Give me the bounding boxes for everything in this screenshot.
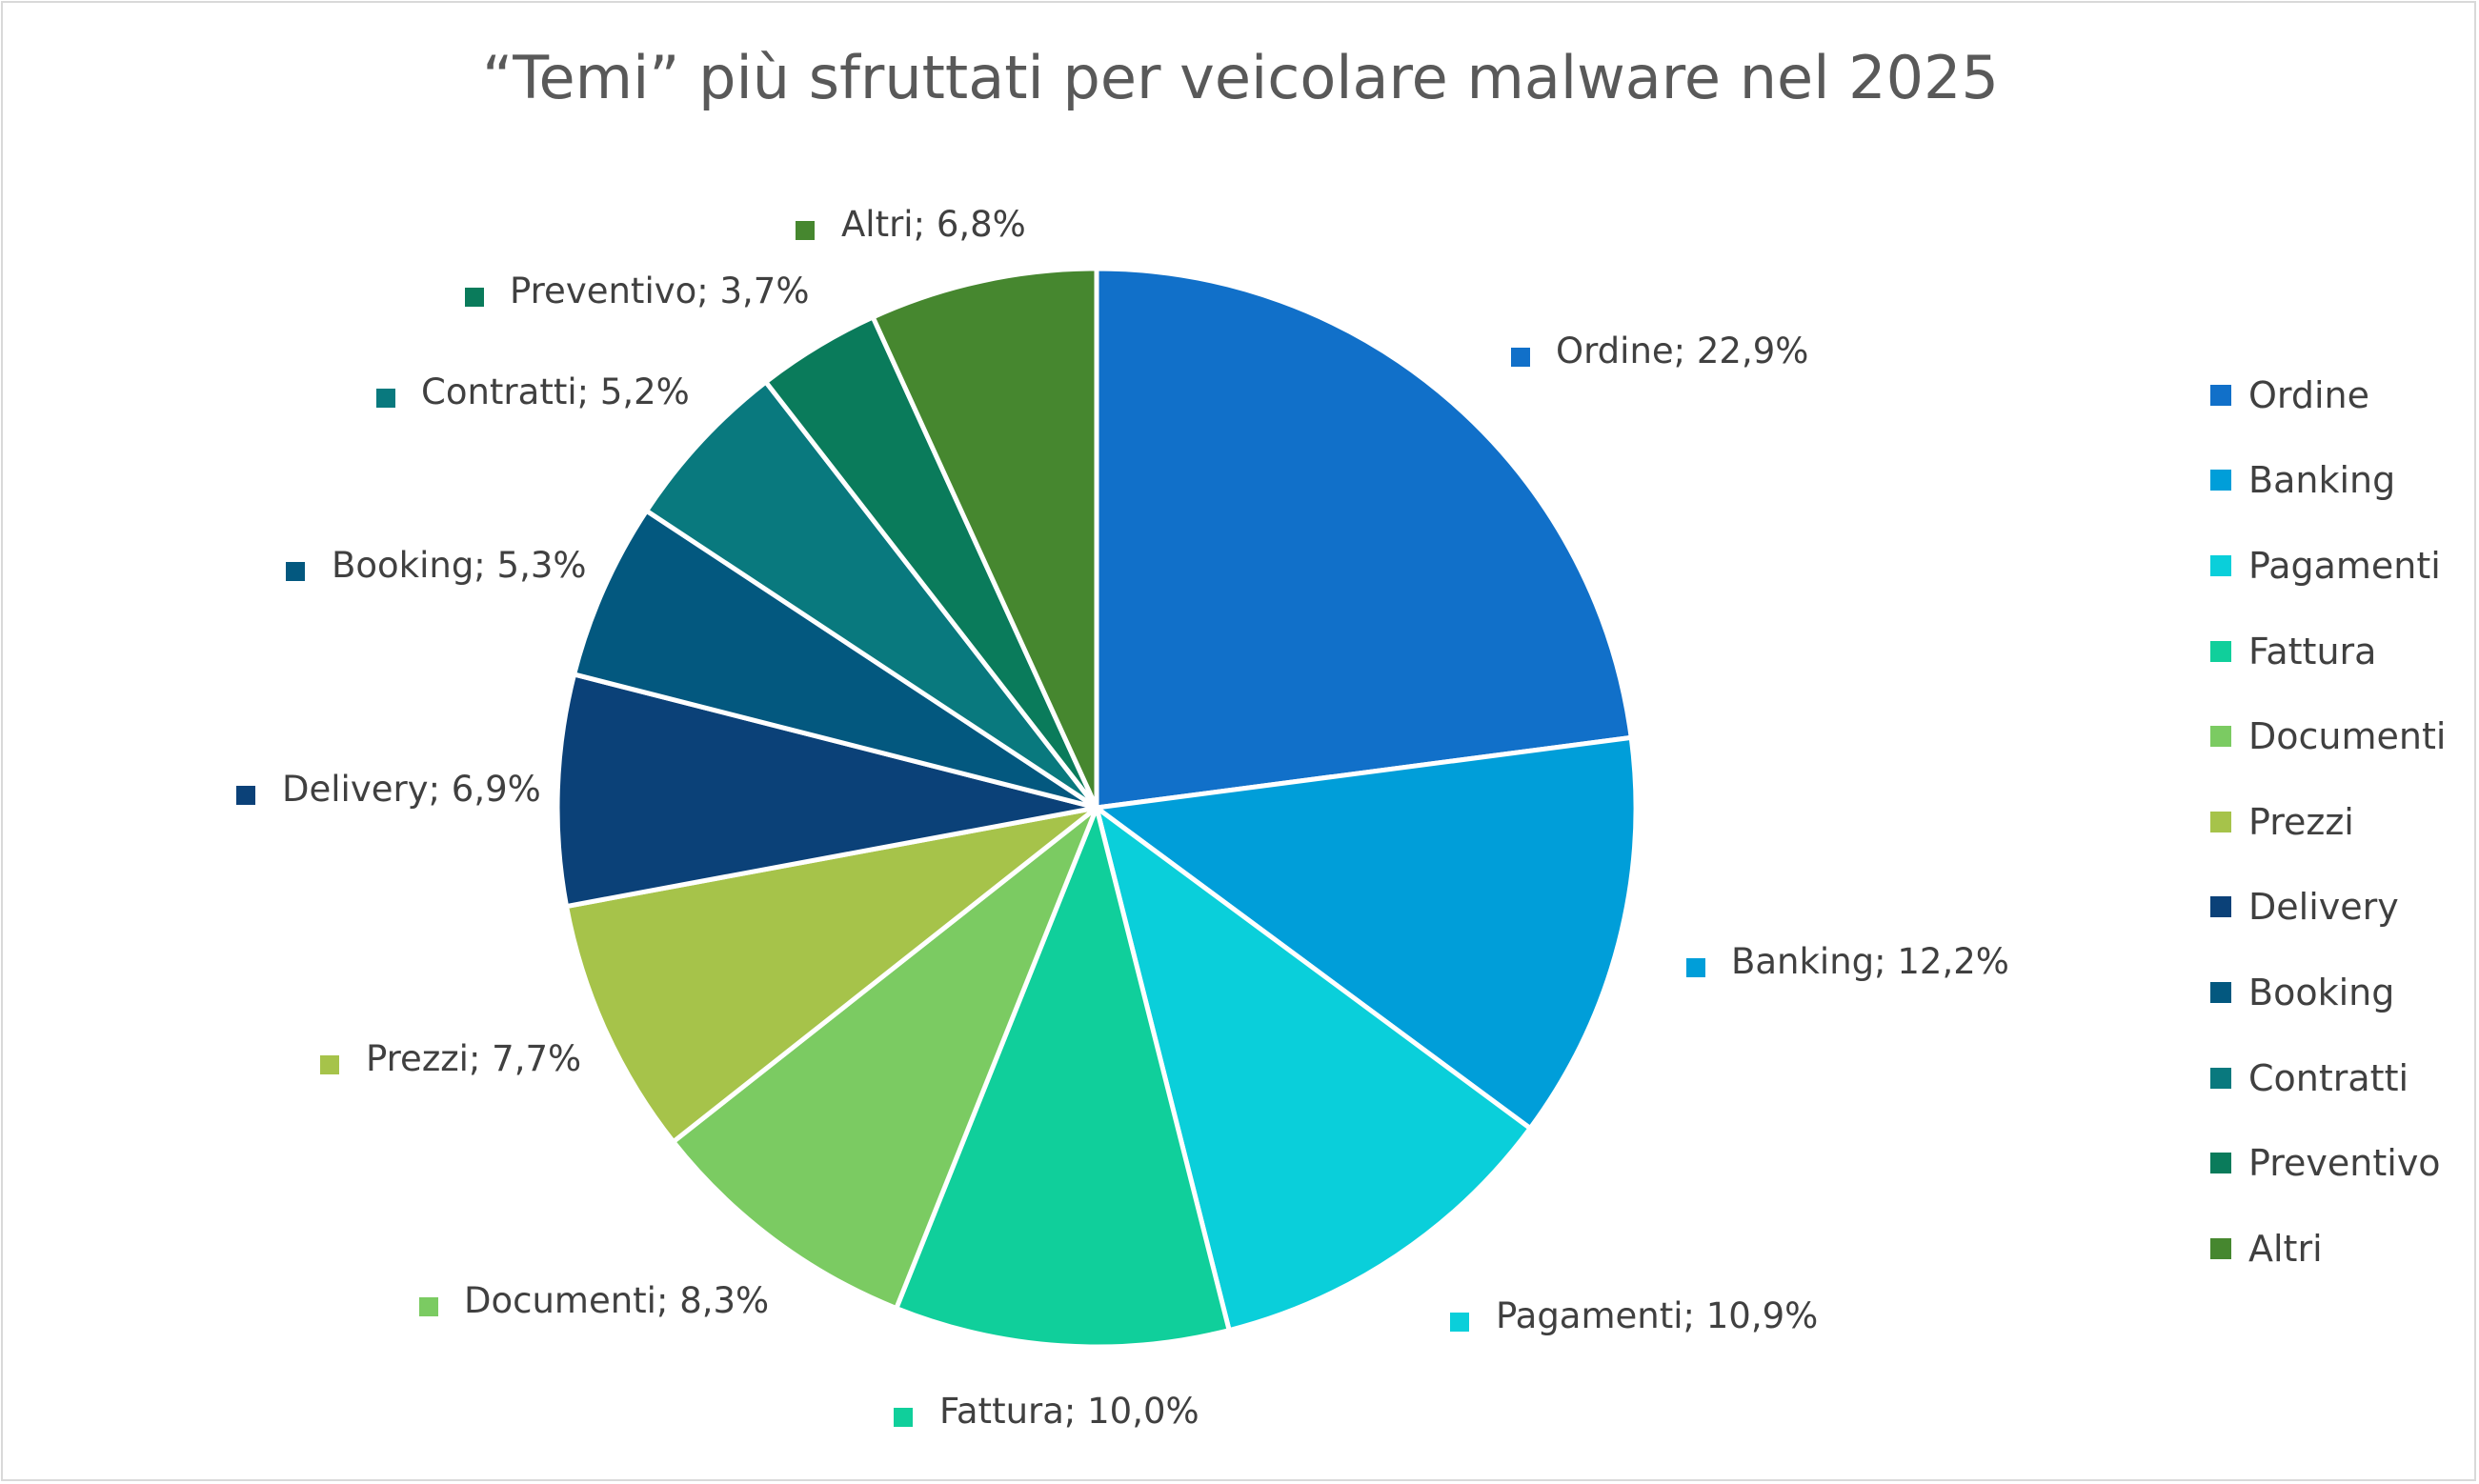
- pie-slices: [554, 266, 1639, 1350]
- pie-slice-ordine: [1094, 266, 1634, 811]
- legend-label: Documenti: [2248, 715, 2447, 758]
- data-label-marker-booking: [286, 562, 305, 581]
- legend-label: Delivery: [2248, 886, 2399, 929]
- pie-slice-booking: [572, 508, 1099, 811]
- legend-swatch: [2210, 640, 2231, 662]
- data-label-marker-prezzi: [320, 1055, 339, 1074]
- legend-label: Altri: [2248, 1227, 2323, 1270]
- legend-item-contratti: Contratti: [2210, 1035, 2446, 1121]
- legend-item-pagamenti: Pagamenti: [2210, 523, 2446, 609]
- legend-label: Pagamenti: [2248, 544, 2441, 587]
- data-label-marker-fattura: [894, 1408, 913, 1427]
- data-label-booking: Booking; 5,3%: [332, 545, 587, 586]
- legend-swatch: [2210, 1153, 2231, 1174]
- data-label-delivery: Delivery; 6,9%: [282, 769, 541, 810]
- pie-slice-altri: [870, 266, 1099, 811]
- data-label-contratti: Contratti; 5,2%: [421, 371, 690, 412]
- legend-label: Prezzi: [2248, 800, 2354, 843]
- legend-swatch: [2210, 1067, 2231, 1089]
- data-label-marker-banking: [1686, 958, 1705, 977]
- data-label-marker-preventivo: [465, 288, 484, 307]
- data-label-documenti: Documenti; 8,3%: [464, 1280, 769, 1321]
- legend-label: Booking: [2248, 971, 2395, 1013]
- legend-label: Preventivo: [2248, 1142, 2441, 1185]
- data-label-altri: Altri; 6,8%: [841, 204, 1026, 245]
- legend-item-altri: Altri: [2210, 1206, 2446, 1292]
- legend-item-preventivo: Preventivo: [2210, 1120, 2446, 1206]
- data-label-marker-delivery: [236, 786, 255, 805]
- data-label-ordine: Ordine; 22,9%: [1556, 331, 1808, 371]
- legend-label: Fattura: [2248, 630, 2377, 672]
- legend-item-documenti: Documenti: [2210, 693, 2446, 779]
- data-label-preventivo: Preventivo; 3,7%: [510, 271, 809, 311]
- legend-swatch: [2210, 726, 2231, 748]
- legend-swatch: [2210, 896, 2231, 918]
- data-label-prezzi: Prezzi; 7,7%: [366, 1038, 581, 1079]
- legend-item-booking: Booking: [2210, 950, 2446, 1035]
- data-label-banking: Banking; 12,2%: [1731, 941, 2009, 982]
- slice-labels: Ordine; 22,9% Banking; 12,2% Pagamenti; 10…: [236, 204, 2009, 1432]
- data-label-fattura: Fattura; 10,0%: [939, 1391, 1199, 1432]
- legend-swatch: [2210, 384, 2231, 406]
- pie-slice-banking: [1094, 734, 1639, 1132]
- legend-item-delivery: Delivery: [2210, 865, 2446, 951]
- pie-slice-delivery: [554, 672, 1099, 910]
- pie-slice-contratti: [644, 379, 1099, 811]
- pie-slice-fattura: [894, 805, 1232, 1350]
- legend-swatch: [2210, 554, 2231, 576]
- legend-label: Ordine: [2248, 373, 2370, 416]
- legend-swatch: [2210, 1237, 2231, 1259]
- data-label-marker-altri: [796, 221, 815, 240]
- data-label-marker-documenti: [419, 1297, 438, 1316]
- legend-swatch: [2210, 470, 2231, 491]
- data-label-pagamenti: Pagamenti; 10,9%: [1496, 1295, 1818, 1336]
- legend-item-ordine: Ordine: [2210, 352, 2446, 438]
- legend-label: Banking: [2248, 459, 2396, 502]
- data-label-marker-pagamenti: [1450, 1313, 1469, 1332]
- legend-label: Contratti: [2248, 1056, 2409, 1099]
- legend-swatch: [2210, 811, 2231, 832]
- data-label-marker-contratti: [376, 389, 395, 408]
- legend-item-prezzi: Prezzi: [2210, 779, 2446, 865]
- legend-item-banking: Banking: [2210, 438, 2446, 524]
- pie-slice-documenti: [671, 805, 1099, 1312]
- data-label-marker-ordine: [1511, 348, 1530, 367]
- pie-slice-prezzi: [564, 805, 1099, 1145]
- legend: Ordine Banking Pagamenti Fattura Documenti Pr…: [2210, 352, 2446, 1292]
- legend-item-fattura: Fattura: [2210, 609, 2446, 694]
- pie-slice-pagamenti: [1094, 805, 1533, 1334]
- chart-title: “Temi” più sfruttati per veicolare malwa…: [482, 43, 1999, 112]
- legend-swatch: [2210, 981, 2231, 1003]
